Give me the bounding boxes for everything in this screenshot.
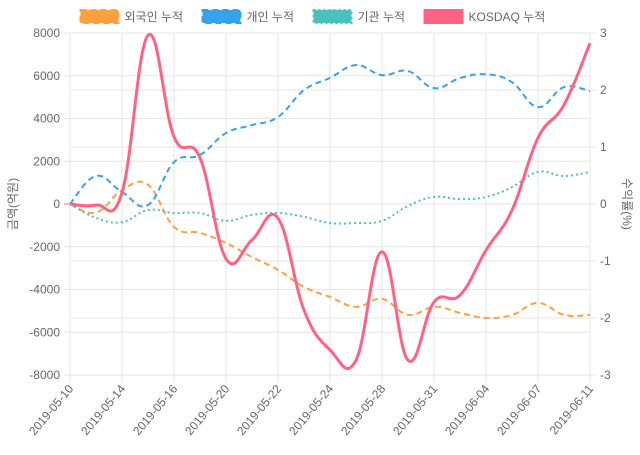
y-right-tick-label: 1 — [600, 140, 607, 154]
x-tick-label: 2019-06-11 — [547, 382, 597, 438]
series-lines — [69, 32, 592, 370]
x-tick-label: 2019-05-10 — [26, 382, 76, 438]
legend-label: 외국인 누적 — [125, 10, 184, 24]
y-right-tick-label: -3 — [600, 368, 611, 382]
x-tick-label: 2019-06-04 — [442, 382, 492, 438]
x-tick-label: 2019-05-16 — [130, 382, 180, 438]
legend-swatch-0 — [79, 9, 120, 24]
y-right-tick-label: -2 — [600, 311, 611, 325]
x-tick-label: 2019-05-31 — [390, 382, 440, 438]
x-tick-label: 2019-05-14 — [78, 382, 128, 438]
y-left-tick-label: 6000 — [33, 69, 60, 83]
y-right-tick-label: 2 — [600, 83, 607, 97]
legend-swatch-2 — [312, 9, 353, 24]
x-tick-label: 2019-05-28 — [338, 382, 388, 438]
y-right-tick-label: 0 — [600, 197, 607, 211]
y-left-tick-label: -6000 — [29, 325, 60, 339]
x-tick-label: 2019-05-24 — [286, 382, 336, 438]
y-left-tick-label: -8000 — [29, 368, 60, 382]
x-tick-label: 2019-05-20 — [182, 382, 232, 438]
y-axis-right-title: 수익률(%) — [620, 178, 634, 230]
y-left-tick-label: 0 — [53, 197, 60, 211]
y-right-tick-label: -1 — [600, 254, 611, 268]
y-left-tick-label: 8000 — [33, 26, 60, 40]
legend-swatch-1 — [201, 9, 242, 24]
y-right-tick-label: 3 — [600, 26, 607, 40]
grid — [64, 32, 596, 381]
x-tick-label: 2019-06-07 — [494, 382, 544, 438]
series-line-2 — [69, 170, 591, 225]
legend-swatch-3 — [423, 9, 464, 24]
x-tick-label: 2019-05-22 — [234, 382, 284, 438]
legend-label: 개인 누적 — [247, 10, 295, 24]
y-left-tick-label: -2000 — [29, 240, 60, 254]
legend-label: KOSDAQ 누적 — [469, 10, 546, 24]
legend: 외국인 누적 개인 누적 기관 누적 KOSDAQ 누적 — [79, 9, 546, 24]
y-left-tick-label: 4000 — [33, 112, 60, 126]
y-axis-left-title: 금액(억원) — [6, 178, 20, 230]
series-line-1 — [69, 64, 591, 208]
series-line-3 — [69, 32, 592, 370]
legend-label: 기관 누적 — [358, 10, 406, 24]
y-left-tick-label: 2000 — [33, 154, 60, 168]
axes: 8000 6000 4000 2000 0 -2000 -4000 -6000 -8000 3 2 1… — [26, 26, 611, 438]
y-left-tick-label: -4000 — [29, 283, 60, 297]
